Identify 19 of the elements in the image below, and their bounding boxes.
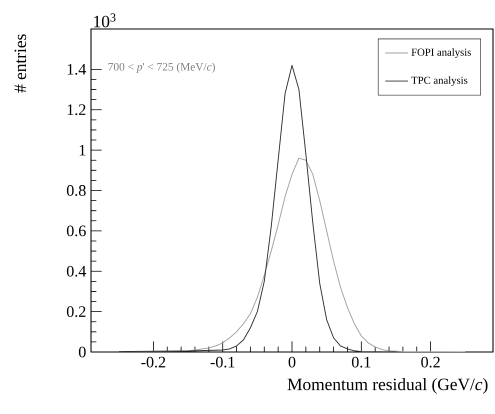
annotation: 700 < p' < 725 (MeV/c) xyxy=(108,62,215,73)
y-tick-label: 0.2 xyxy=(66,306,86,318)
x-tick-label: 0.1 xyxy=(352,356,370,368)
y-tick-label: 0.4 xyxy=(66,266,86,277)
legend-label: FOPI analysis xyxy=(412,48,471,58)
y-tick-label: 0.8 xyxy=(66,185,86,196)
x-tick-label: -0.2 xyxy=(141,356,166,368)
legend-label: TPC analysis xyxy=(411,76,468,86)
y-tick-label: 0.6 xyxy=(66,225,86,236)
x-tick-label: 0.2 xyxy=(421,356,440,368)
y-tick-label: 0 xyxy=(78,346,86,358)
x-tick-label: -0.1 xyxy=(210,356,234,368)
text: 10$^{3}$ xyxy=(94,13,116,28)
y-axis-title: # entries xyxy=(14,34,26,93)
x-axis-title: Momentum residual (GeV/c) xyxy=(288,378,488,394)
y-tick-label: 1 xyxy=(80,144,86,156)
y-tick-label: 1.2 xyxy=(68,104,86,116)
x-tick-label: 0 xyxy=(288,356,296,368)
y-tick-label: 1.4 xyxy=(68,64,86,75)
